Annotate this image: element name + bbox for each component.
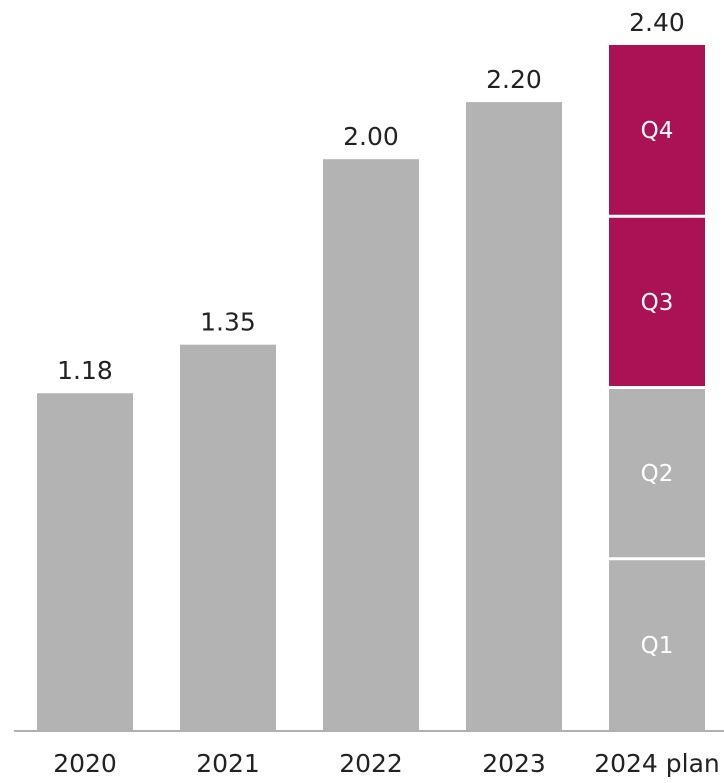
value-label-2023: 2.20 bbox=[486, 65, 542, 94]
segment-label-q3: Q3 bbox=[641, 290, 674, 316]
x-tick-label-2021: 2021 bbox=[196, 749, 260, 778]
bar-segment-q1 bbox=[609, 560, 705, 730]
bar-segment-q4 bbox=[609, 45, 705, 215]
bar-2020 bbox=[37, 393, 133, 730]
x-tick-label-2024-plan: 2024 plan bbox=[594, 749, 720, 778]
bar-segment-q2 bbox=[609, 389, 705, 558]
value-label-2022: 2.00 bbox=[343, 122, 399, 151]
value-label-2021: 1.35 bbox=[200, 308, 256, 337]
labels-layer: 1.18 2020 1.35 2021 2.00 2022 2.20 2023 Q1 Q2 Q3 Q4… bbox=[53, 8, 720, 778]
x-tick-label-2020: 2020 bbox=[53, 749, 117, 778]
x-tick-label-2023: 2023 bbox=[482, 749, 546, 778]
bar-2022 bbox=[323, 159, 419, 730]
x-tick-label-2022: 2022 bbox=[339, 749, 403, 778]
bar-segment-q3 bbox=[609, 217, 705, 386]
segment-label-q4: Q4 bbox=[641, 118, 674, 144]
bar-2021 bbox=[180, 344, 276, 730]
value-label-2024-plan: 2.40 bbox=[629, 8, 685, 37]
value-label-2020: 1.18 bbox=[57, 356, 113, 385]
segment-label-q1: Q1 bbox=[641, 633, 674, 659]
segment-label-q2: Q2 bbox=[641, 461, 674, 487]
bar-2023 bbox=[466, 102, 562, 731]
bars-layer bbox=[37, 45, 705, 731]
